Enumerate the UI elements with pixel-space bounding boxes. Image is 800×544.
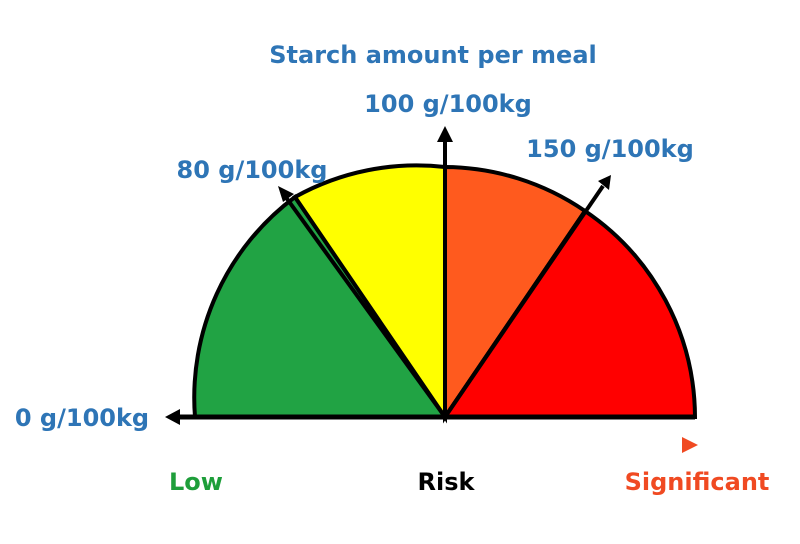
gauge bbox=[192, 163, 698, 424]
segment-red bbox=[441, 208, 698, 419]
label-150: 150 g/100kg bbox=[526, 135, 694, 163]
scale-risk: Risk bbox=[418, 468, 476, 496]
segment-orange bbox=[443, 164, 588, 424]
scale-significant: Significant bbox=[625, 468, 770, 496]
segment-yellow bbox=[292, 163, 447, 424]
gauge-title: Starch amount per meal bbox=[269, 41, 597, 69]
arrow-80 bbox=[283, 194, 447, 419]
label-80: 80 g/100kg bbox=[177, 156, 328, 184]
arrow-150-head bbox=[598, 175, 611, 190]
label-0: 0 g/100kg bbox=[15, 404, 149, 432]
segment-green bbox=[192, 194, 449, 419]
arrow-80-head bbox=[278, 186, 294, 202]
label-100: 100 g/100kg bbox=[364, 90, 532, 118]
baseline-arrow-head bbox=[165, 409, 180, 425]
arrow-100-head bbox=[437, 126, 453, 142]
arrow-150 bbox=[443, 184, 605, 419]
risk-gradient-arrow-head bbox=[682, 437, 698, 453]
scale-low: Low bbox=[169, 468, 223, 496]
